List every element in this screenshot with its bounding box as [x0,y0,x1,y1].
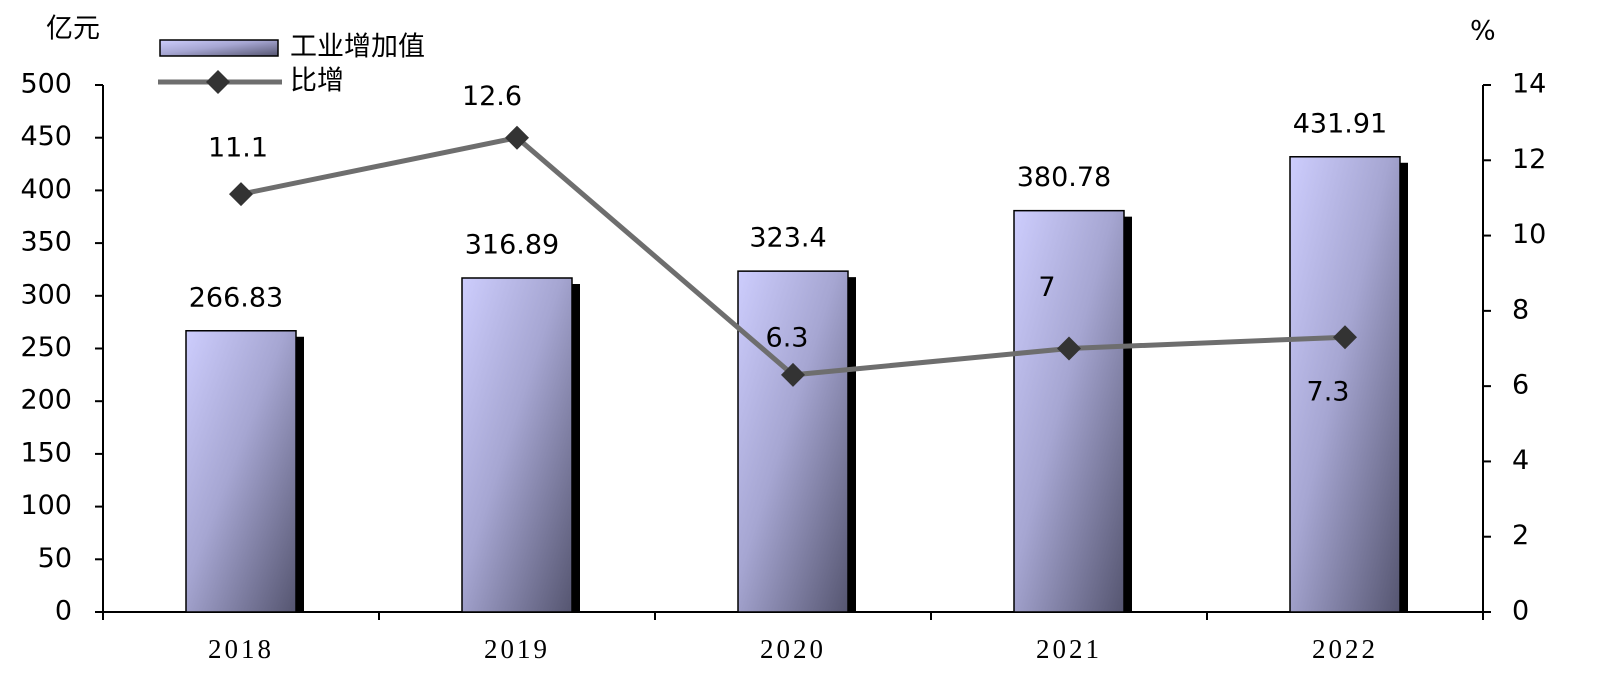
y2-tick-label: 14 [1512,69,1546,100]
legend-swatch [159,39,279,57]
y2-tick-label: 6 [1512,370,1529,401]
x-tick-label: 2018 [208,634,274,664]
legend-label: 比增 [290,66,344,97]
y-tick-label: 500 [20,69,72,100]
y2-tick-label: 12 [1512,144,1546,175]
y2-axis-title: % [1470,16,1496,47]
y-tick-label: 0 [55,596,72,627]
line-value-label: 11.1 [208,133,268,164]
x-tick-label: 2020 [760,634,826,664]
line-marker [505,125,529,150]
bar [737,270,849,613]
x-tick-label: 2022 [1312,634,1378,664]
bar-value-label: 316.89 [465,229,559,260]
bar-value-label: 380.78 [1017,162,1111,193]
bar [1013,209,1125,613]
bar [461,277,573,613]
line-value-label: 7.3 [1307,377,1350,408]
line-marker [229,182,253,207]
y2-tick-label: 10 [1512,219,1546,250]
line-marker [781,362,805,387]
legend-marker [206,70,230,94]
y2-tick-label: 4 [1512,445,1529,476]
line-value-label: 12.6 [462,81,522,112]
y2-tick-label: 2 [1512,520,1529,551]
y2-tick-label: 8 [1512,294,1529,325]
line-value-label: 7 [1038,272,1055,303]
bar [185,330,297,613]
y-tick-label: 200 [20,385,72,416]
y-tick-label: 350 [20,227,72,258]
line-marker [1333,325,1357,350]
legend-label: 工业增加值 [290,32,425,63]
y-tick-label: 50 [38,543,72,574]
y2-tick-label: 0 [1512,596,1529,627]
y-tick-label: 400 [20,174,72,205]
x-tick-label: 2019 [484,634,550,664]
y-tick-label: 150 [20,437,72,468]
line-marker [1057,336,1081,361]
y-tick-label: 450 [20,121,72,152]
bar [1289,156,1401,613]
bar-value-label: 323.4 [749,223,826,254]
x-tick-label: 2021 [1036,634,1102,664]
y-tick-label: 300 [20,279,72,310]
y-axis-title: 亿元 [46,14,100,45]
line-value-label: 6.3 [766,322,809,353]
y-tick-label: 250 [20,332,72,363]
bar-value-label: 431.91 [1293,108,1387,139]
bar-value-label: 266.83 [189,282,283,313]
y-tick-label: 100 [20,490,72,521]
